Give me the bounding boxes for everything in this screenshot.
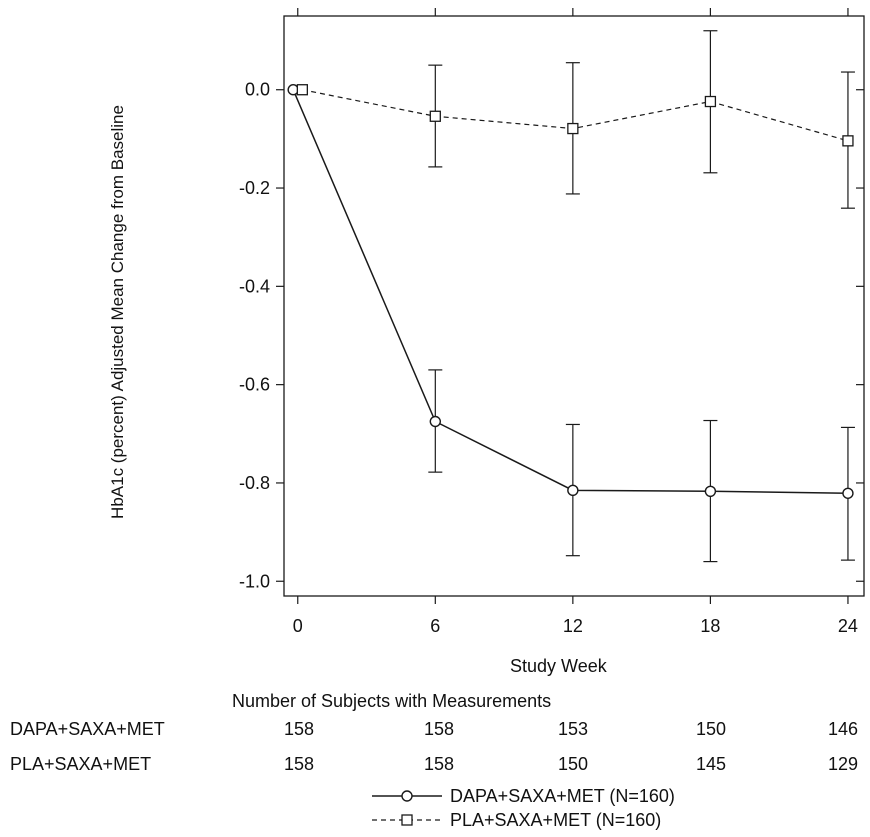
legend-item-pla: PLA+SAXA+MET (N=160) [372, 809, 661, 831]
data-point [842, 135, 854, 147]
x-axis: 0 6 12 18 24 [293, 8, 858, 636]
plot-frame [283, 15, 865, 597]
y-axis-label: HbA1c (percent) Adjusted Mean Change fro… [108, 105, 127, 519]
series-pla [296, 30, 855, 209]
series-layer [287, 30, 855, 563]
legend-item-dapa: DAPA+SAXA+MET (N=160) [372, 785, 675, 807]
y-tick-label: -0.6 [239, 375, 270, 395]
subjects-count-pla-week24: 129 [827, 754, 859, 774]
subjects-count-dapa-week0: 158 [283, 719, 315, 739]
legend-swatch-dapa [372, 790, 442, 802]
data-point [704, 485, 717, 498]
y-tick-label: -0.4 [239, 276, 270, 296]
subjects-count-pla-week18: 145 [695, 754, 727, 774]
subjects-count-pla-week12: 150 [557, 754, 589, 774]
subjects-count-dapa-week24: 146 [827, 719, 859, 739]
x-tick-label: 6 [430, 616, 440, 636]
y-tick-label: 0.0 [245, 80, 270, 100]
x-tick-label: 0 [293, 616, 303, 636]
x-tick-label: 12 [563, 616, 583, 636]
subjects-count-dapa-week18: 150 [695, 719, 727, 739]
series-dapa [287, 84, 855, 563]
x-tick-label: 24 [838, 616, 858, 636]
data-point [567, 122, 579, 135]
y-tick-label: -0.2 [239, 178, 270, 198]
subjects-row-label-pla: PLA+SAXA+MET [10, 754, 152, 774]
subjects-table-title: Number of Subjects with Measurements [232, 691, 552, 711]
subjects-count-dapa-week6: 158 [423, 719, 455, 739]
legend-label-pla: PLA+SAXA+MET (N=160) [450, 809, 662, 830]
subjects-row-label-dapa: DAPA+SAXA+MET [10, 719, 165, 739]
plot-area-border [283, 15, 865, 597]
data-point [296, 84, 308, 96]
data-point [567, 484, 579, 497]
data-point [704, 95, 717, 108]
legend-swatch-pla [372, 814, 442, 826]
data-point [429, 415, 442, 428]
subjects-count-dapa-week12: 153 [557, 719, 589, 739]
subjects-count-pla-week0: 158 [283, 754, 315, 774]
data-point [429, 110, 441, 122]
x-axis-label: Study Week [510, 656, 607, 676]
y-tick-label: -0.8 [239, 473, 270, 493]
x-tick-label: 18 [700, 616, 720, 636]
data-point [842, 487, 854, 499]
y-tick-label: -1.0 [239, 571, 270, 591]
data-point [287, 84, 299, 96]
legend-label-dapa: DAPA+SAXA+MET (N=160) [450, 785, 675, 806]
subjects-count-pla-week6: 158 [423, 754, 455, 774]
series-line [292, 89, 848, 495]
y-axis: 0.0 -0.2 -0.4 -0.6 -0.8 -1.0 [239, 80, 864, 591]
